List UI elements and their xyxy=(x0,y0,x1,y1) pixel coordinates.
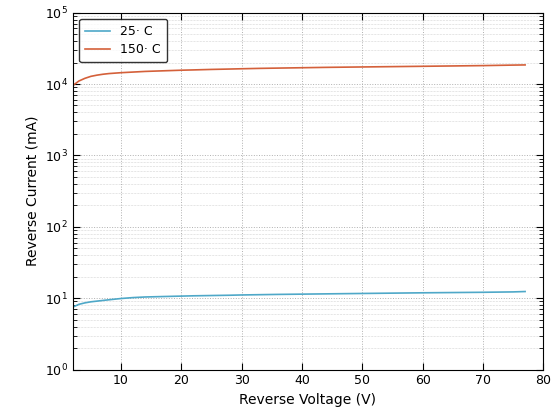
25· C xyxy=(256,292,263,297)
25· C xyxy=(94,299,100,304)
150· C xyxy=(142,69,148,74)
150· C xyxy=(239,66,245,71)
150· C xyxy=(371,64,377,69)
150· C xyxy=(190,67,197,72)
25· C xyxy=(510,289,516,294)
25· C xyxy=(190,293,197,298)
150· C xyxy=(154,68,161,74)
X-axis label: Reverse Voltage (V): Reverse Voltage (V) xyxy=(240,393,376,407)
25· C xyxy=(522,289,529,294)
25· C xyxy=(274,292,281,297)
25· C xyxy=(298,291,305,297)
Legend: 25· C, 150· C: 25· C, 150· C xyxy=(79,19,167,62)
25· C xyxy=(142,294,148,299)
25· C xyxy=(130,295,137,300)
150· C xyxy=(274,66,281,71)
150· C xyxy=(82,76,88,81)
25· C xyxy=(118,296,124,301)
25· C xyxy=(395,291,402,296)
150· C xyxy=(226,66,233,71)
150· C xyxy=(323,65,329,70)
150· C xyxy=(395,64,402,69)
25· C xyxy=(178,294,185,299)
150· C xyxy=(522,63,529,68)
150· C xyxy=(111,71,118,76)
150· C xyxy=(347,65,353,70)
25· C xyxy=(323,291,329,297)
25· C xyxy=(100,298,106,303)
25· C xyxy=(82,300,88,305)
25· C xyxy=(419,290,426,295)
25· C xyxy=(347,291,353,296)
150· C xyxy=(256,66,263,71)
150· C xyxy=(208,67,215,72)
25· C xyxy=(208,293,215,298)
150· C xyxy=(76,79,82,84)
150· C xyxy=(130,70,137,75)
25· C xyxy=(479,290,486,295)
25· C xyxy=(239,292,245,297)
150· C xyxy=(419,64,426,69)
25· C xyxy=(69,304,76,310)
25· C xyxy=(166,294,172,299)
25· C xyxy=(371,291,377,296)
25· C xyxy=(76,302,82,307)
Line: 25· C: 25· C xyxy=(73,291,525,307)
150· C xyxy=(449,63,456,68)
150· C xyxy=(166,68,172,73)
150· C xyxy=(178,68,185,73)
150· C xyxy=(510,63,516,68)
Line: 150· C: 150· C xyxy=(73,65,525,86)
150· C xyxy=(118,70,124,75)
150· C xyxy=(94,73,100,78)
150· C xyxy=(106,71,113,76)
150· C xyxy=(100,72,106,77)
150· C xyxy=(479,63,486,68)
150· C xyxy=(298,65,305,70)
150· C xyxy=(69,83,76,88)
25· C xyxy=(154,294,161,299)
25· C xyxy=(449,290,456,295)
25· C xyxy=(87,299,94,304)
25· C xyxy=(111,297,118,302)
150· C xyxy=(87,74,94,79)
25· C xyxy=(106,297,113,302)
25· C xyxy=(226,293,233,298)
Y-axis label: Reverse Current (mA): Reverse Current (mA) xyxy=(25,116,39,266)
